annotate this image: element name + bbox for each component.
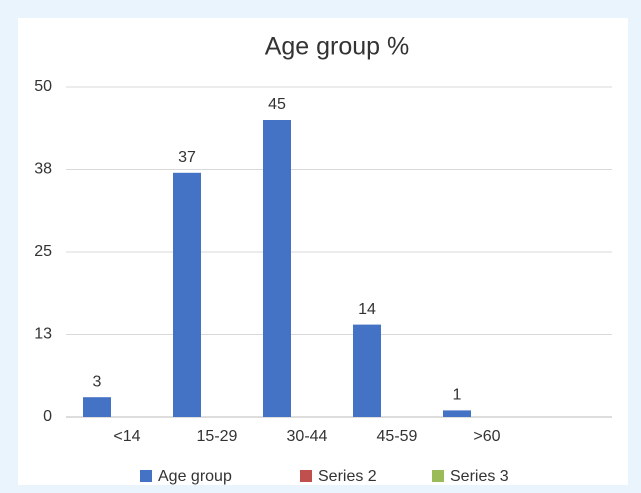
x-tick-label: 45-59 — [377, 428, 418, 445]
y-tick-label: 13 — [34, 326, 52, 343]
x-tick-label: <14 — [113, 428, 140, 445]
x-tick-label: 30-44 — [287, 428, 328, 445]
bar — [353, 324, 381, 417]
legend-label: Series 3 — [450, 468, 509, 485]
data-label: 45 — [268, 96, 286, 113]
legend-label: Series 2 — [318, 468, 377, 485]
x-tick-label: 15-29 — [197, 428, 238, 445]
bar — [443, 410, 471, 417]
data-label: 14 — [358, 301, 376, 318]
data-label: 3 — [93, 373, 102, 390]
legend-swatch — [300, 470, 312, 482]
legend-label: Age group — [158, 468, 232, 485]
legend-swatch — [140, 470, 152, 482]
y-tick-label: 38 — [34, 161, 52, 178]
bar — [83, 397, 111, 417]
legend-swatch — [432, 470, 444, 482]
chart-title: Age group % — [265, 33, 410, 61]
bar — [263, 120, 291, 417]
data-label: 1 — [453, 387, 462, 404]
data-label: 37 — [178, 149, 196, 166]
y-tick-label: 0 — [43, 408, 52, 425]
y-tick-label: 25 — [34, 243, 52, 260]
y-tick-label: 50 — [34, 78, 52, 95]
bar — [173, 172, 201, 417]
x-tick-label: >60 — [473, 428, 500, 445]
